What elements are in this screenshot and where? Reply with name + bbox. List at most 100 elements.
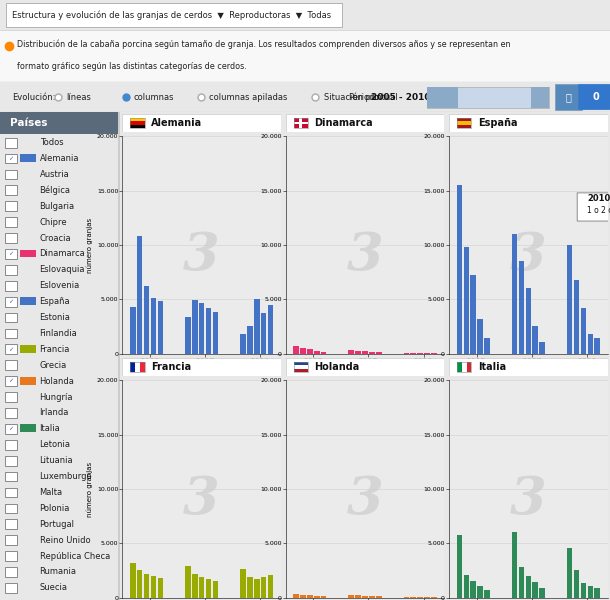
Text: Periodo:: Periodo:	[348, 92, 382, 101]
Bar	[376, 352, 382, 353]
Text: Todos: Todos	[40, 138, 63, 147]
Bar	[369, 596, 375, 598]
Bar	[581, 583, 586, 598]
Bar	[464, 575, 469, 598]
Bar	[118, 112, 120, 600]
Text: Francia: Francia	[40, 345, 70, 354]
Bar	[20, 424, 36, 432]
Bar	[581, 308, 586, 353]
Bar	[247, 577, 253, 598]
Bar	[424, 597, 430, 598]
Text: Italia: Italia	[40, 424, 60, 433]
Bar	[20, 377, 36, 385]
Bar	[300, 348, 306, 353]
Bar	[0, 112, 120, 134]
Text: ✓: ✓	[8, 347, 13, 352]
Text: Portugal: Portugal	[40, 520, 74, 529]
Bar	[555, 85, 582, 110]
Bar	[144, 574, 149, 598]
Text: 3: 3	[510, 475, 547, 526]
Bar	[5, 281, 17, 290]
Bar	[6, 3, 342, 27]
Text: 3: 3	[183, 475, 220, 526]
Text: Irlanda: Irlanda	[40, 409, 69, 418]
Bar	[5, 583, 17, 593]
Bar	[457, 121, 472, 125]
Bar	[5, 520, 17, 529]
Text: Distribución de la cabaña porcina según tamaño de granja. Los resultados compren: Distribución de la cabaña porcina según …	[17, 40, 511, 49]
Text: 2005 - 2010: 2005 - 2010	[371, 92, 431, 101]
Bar	[314, 596, 320, 598]
Bar	[254, 579, 260, 598]
Text: Bélgica: Bélgica	[40, 185, 71, 195]
Bar	[531, 86, 549, 107]
Bar	[5, 488, 17, 497]
Bar	[131, 118, 145, 121]
Bar	[293, 122, 308, 124]
Bar	[457, 118, 472, 121]
Bar	[131, 362, 145, 372]
Text: formato gráfico según las distintas categorías de cerdos.: formato gráfico según las distintas cate…	[17, 62, 247, 71]
Bar	[137, 236, 143, 353]
Bar	[574, 280, 580, 353]
Bar	[261, 577, 267, 598]
Bar	[539, 588, 545, 598]
Bar	[140, 362, 145, 372]
Bar	[5, 440, 17, 449]
Bar	[427, 86, 549, 107]
Bar	[151, 576, 156, 598]
Text: 2010: 2010	[587, 194, 610, 203]
Bar	[135, 362, 140, 372]
Text: Croacia: Croacia	[40, 233, 71, 242]
Bar	[457, 362, 462, 372]
Bar	[355, 595, 361, 598]
Bar	[5, 472, 17, 481]
Bar	[5, 551, 17, 561]
Text: ✓: ✓	[8, 251, 13, 256]
Bar	[470, 581, 476, 598]
Text: 3: 3	[346, 230, 383, 281]
Text: ✓: ✓	[8, 379, 13, 383]
Text: Eslovenia: Eslovenia	[40, 281, 80, 290]
Bar	[131, 362, 135, 372]
Bar	[525, 289, 531, 353]
Bar	[20, 250, 36, 257]
Bar	[293, 362, 308, 365]
Bar	[213, 313, 218, 353]
Text: Estonia: Estonia	[40, 313, 71, 322]
Bar	[157, 578, 163, 598]
Bar	[5, 202, 17, 211]
Bar	[5, 313, 17, 322]
Text: Holanda: Holanda	[40, 377, 74, 386]
Text: ⤢: ⤢	[565, 92, 572, 102]
Text: columnas apiladas: columnas apiladas	[209, 92, 287, 101]
Bar	[247, 326, 253, 353]
Bar	[131, 118, 145, 128]
Text: Bulgaria: Bulgaria	[40, 202, 74, 211]
Bar	[20, 297, 36, 305]
Bar	[348, 350, 354, 353]
Text: Malta: Malta	[40, 488, 63, 497]
Bar	[348, 595, 354, 598]
Text: Lituania: Lituania	[40, 456, 73, 465]
Bar	[151, 298, 156, 353]
Bar	[131, 125, 145, 128]
Text: Finlandia: Finlandia	[40, 329, 77, 338]
Bar	[587, 334, 593, 353]
Bar	[293, 118, 308, 128]
Bar	[457, 362, 472, 372]
Bar	[587, 586, 593, 598]
Text: Hungría: Hungría	[40, 392, 73, 401]
Bar	[5, 217, 17, 227]
Bar	[417, 597, 423, 598]
Bar	[525, 576, 531, 598]
Bar	[457, 185, 462, 353]
Bar	[5, 154, 17, 163]
Bar	[240, 334, 246, 353]
Bar	[369, 352, 375, 353]
Bar	[457, 118, 472, 128]
Bar	[144, 286, 149, 353]
Bar	[567, 548, 573, 598]
Bar	[268, 305, 273, 353]
Bar	[457, 535, 462, 598]
